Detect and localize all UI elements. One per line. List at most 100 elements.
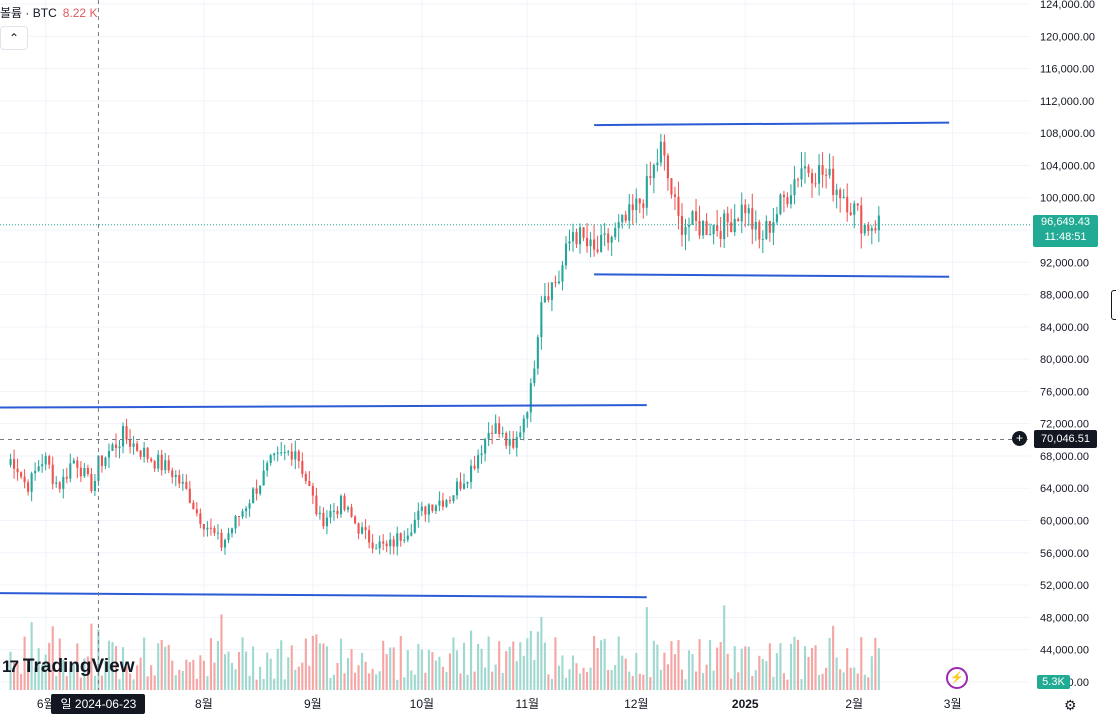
guides: [0, 0, 1030, 690]
candle-body: [76, 460, 79, 468]
candle-body: [136, 443, 139, 451]
candle-body: [652, 165, 655, 178]
volume-bar: [48, 642, 51, 690]
candle-body: [245, 508, 248, 512]
x-tick-label: 8월: [195, 697, 213, 711]
candle-body: [540, 302, 543, 338]
y-tick-label: 52,000.00: [1040, 580, 1089, 592]
trendline: [594, 121, 950, 127]
axes: 124,000.00 120,000.00 116,000.00 112,000.00…: [37, 0, 1095, 711]
candle-body: [150, 458, 153, 462]
y-tick-label: 60,000.00: [1040, 516, 1089, 528]
lightning-icon[interactable]: ⚡: [946, 667, 968, 689]
candle-body: [607, 233, 610, 243]
candle-body: [146, 447, 149, 459]
volume-bar: [818, 675, 821, 690]
candle-body: [716, 225, 719, 232]
volume-bar: [747, 646, 750, 690]
candle-body: [297, 451, 300, 461]
trendlines: [0, 121, 950, 599]
candle-body: [262, 470, 265, 486]
candle-body: [143, 447, 146, 457]
candle-body: [20, 472, 23, 477]
volume-bar: [237, 651, 241, 690]
volume-bar: [255, 679, 258, 690]
gear-icon[interactable]: ⚙: [1064, 697, 1077, 713]
volume-bar: [100, 675, 103, 690]
candle-body: [357, 523, 360, 534]
volume-bar: [399, 636, 402, 690]
volume-bar: [13, 662, 16, 690]
add-alert-icon[interactable]: +: [1012, 431, 1027, 447]
candle-body: [803, 166, 807, 169]
candle-body: [835, 189, 838, 195]
candle-body: [754, 222, 757, 230]
volume-legend: 볼륨 · BTC 8.22 K: [0, 4, 97, 21]
candle-body: [9, 459, 12, 465]
candle-body: [255, 488, 258, 494]
candle-body: [575, 232, 578, 245]
chevron-up-icon[interactable]: ⌃: [0, 26, 28, 50]
volume-bar: [427, 649, 430, 690]
scroll-handle[interactable]: [1111, 290, 1116, 320]
volume-bar: [213, 662, 216, 690]
candle-body: [751, 208, 754, 230]
volume-bar: [758, 655, 761, 690]
candle-body: [789, 195, 793, 205]
volume-bar: [684, 679, 687, 690]
candle-body: [680, 215, 684, 235]
trendline: [594, 273, 950, 278]
candle-body: [104, 457, 107, 466]
candle-body: [860, 205, 863, 234]
volume-bar: [491, 671, 494, 690]
candle-body: [234, 515, 237, 529]
candle-body: [13, 459, 16, 469]
volume-bar: [719, 642, 722, 690]
volume-bar: [663, 652, 666, 690]
volume-bar: [90, 623, 93, 690]
current-price-tag: 96,649.43 11:48:51: [1033, 214, 1098, 247]
volume-bar: [508, 646, 511, 690]
volume-bar: [666, 664, 669, 690]
volume-bar: [796, 639, 800, 690]
tradingview-logo[interactable]: 17 TradingView: [2, 656, 135, 678]
candle-body: [635, 198, 638, 211]
candle-body: [223, 539, 227, 548]
candle-body: [65, 476, 68, 479]
y-tick-label: 112,000.00: [1040, 96, 1094, 108]
candle-body: [424, 506, 427, 515]
volume-bar: [652, 640, 655, 690]
y-tick-label: 124,000.00: [1040, 0, 1095, 11]
candle-body: [301, 460, 304, 474]
y-tick-label: 92,000.00: [1040, 257, 1089, 269]
volume-bar: [403, 677, 406, 690]
volume-bar: [487, 636, 490, 690]
volume-bar: [828, 637, 831, 690]
candle-body: [48, 456, 51, 465]
volume-bar: [737, 672, 740, 690]
candle-body: [786, 197, 789, 205]
candle-body: [129, 439, 132, 447]
volume-bar: [610, 669, 613, 690]
volume-bar: [512, 641, 515, 690]
volume-bar: [16, 661, 19, 690]
candle-body: [568, 241, 571, 244]
volume-bar: [473, 671, 476, 690]
candle-body: [526, 412, 529, 419]
volume-bar: [526, 638, 529, 690]
y-tick-label: 108,000.00: [1040, 128, 1095, 140]
candle-body: [62, 476, 65, 489]
volume-bar: [114, 646, 118, 690]
volume-bar: [691, 654, 694, 690]
volume-bar: [304, 638, 307, 690]
volume-bar: [751, 675, 754, 690]
candle-body: [825, 174, 828, 176]
candle-body: [174, 475, 177, 478]
volume-bar: [329, 678, 332, 690]
volume-bar: [157, 643, 160, 690]
candle-body: [870, 228, 873, 231]
volume-bar: [417, 643, 420, 690]
candle-body: [582, 227, 585, 238]
